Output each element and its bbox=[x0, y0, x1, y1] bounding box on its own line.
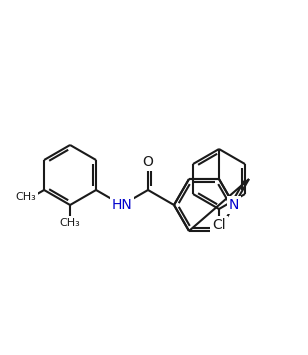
Text: CH₃: CH₃ bbox=[15, 192, 36, 202]
Text: N: N bbox=[229, 198, 239, 212]
Text: Cl: Cl bbox=[212, 218, 226, 232]
Text: HN: HN bbox=[112, 198, 132, 212]
Text: CH₃: CH₃ bbox=[60, 218, 80, 228]
Text: O: O bbox=[143, 155, 153, 169]
